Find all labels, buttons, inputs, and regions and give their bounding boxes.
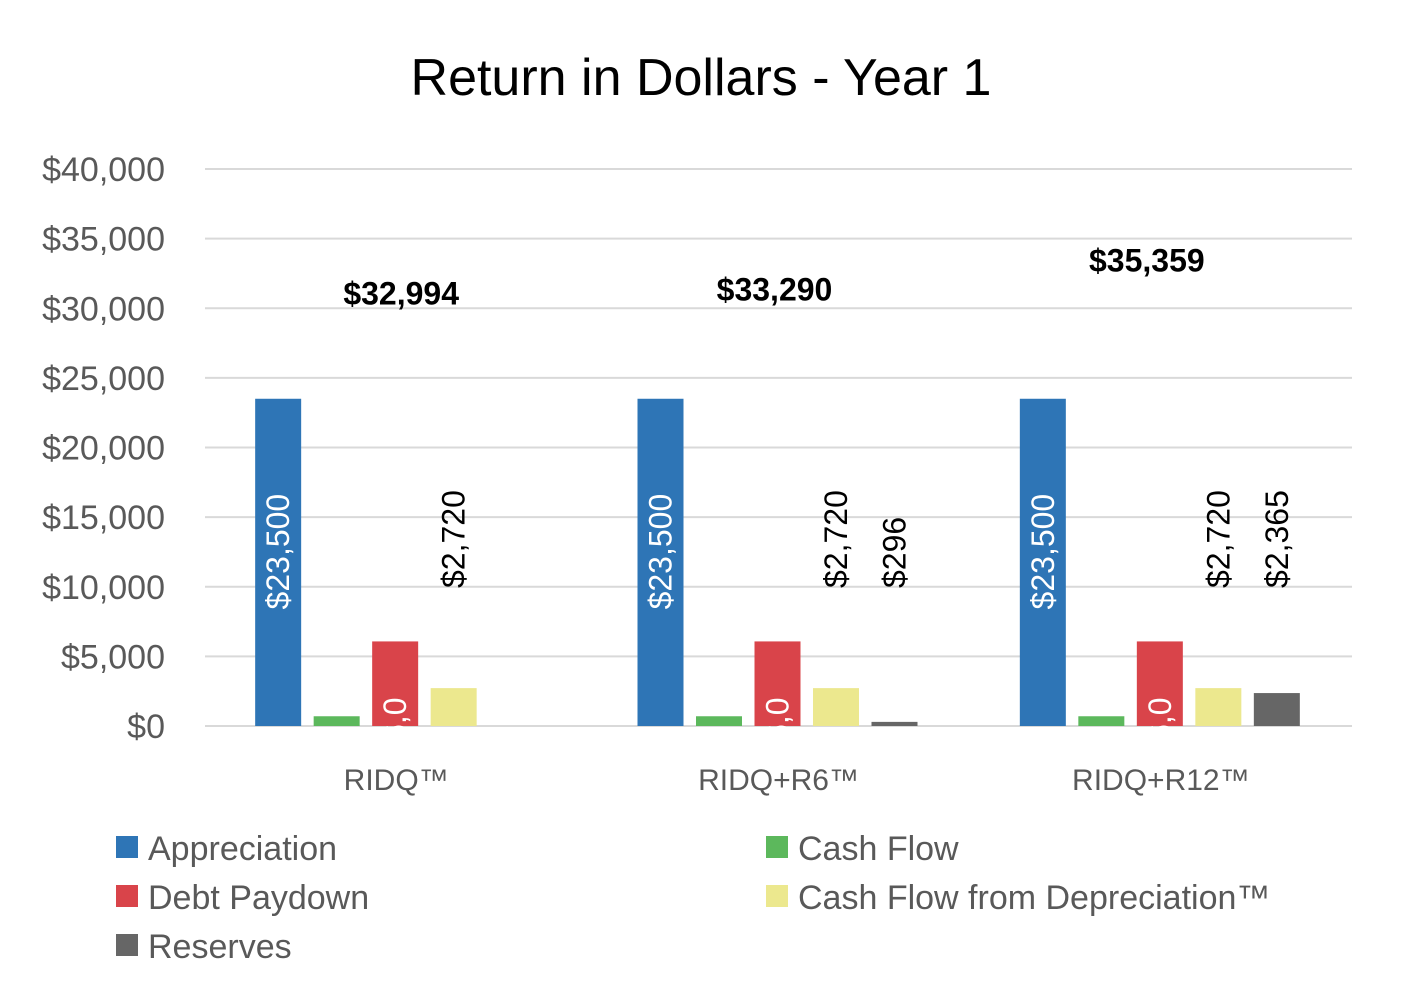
y-tick-label: $40,000 (42, 151, 165, 189)
data-label: $23,500 (1025, 494, 1061, 610)
bar (871, 721, 918, 726)
bar (1019, 398, 1066, 726)
legend-label: Debt Paydown (148, 879, 369, 917)
category-total: $33,290 (717, 271, 833, 307)
bar (637, 398, 684, 726)
category-total: $32,994 (343, 276, 459, 312)
category-total: $35,359 (1089, 243, 1205, 279)
y-tick-label: $35,000 (42, 221, 165, 259)
chart-title: Return in Dollars - Year 1 (411, 49, 992, 107)
bar (255, 398, 302, 726)
bar (813, 688, 859, 726)
data-labels: $23,500 $6,0 $2,720 $23,500 $6,0 $2,720 $296 $2… (260, 490, 1295, 760)
legend-swatch (766, 885, 788, 907)
data-label: $6,0 (760, 697, 796, 759)
x-axis-categories: RIDQ™ RIDQ+R6™ RIDQ+R12™ (344, 764, 1250, 797)
y-tick-label: $5,000 (61, 638, 165, 676)
y-tick-label: $20,000 (42, 430, 165, 468)
data-label: $2,720 (818, 490, 854, 588)
legend-label: Cash Flow from Depreciation™ (798, 879, 1270, 917)
category-label: RIDQ+R6™ (698, 764, 859, 797)
bar (372, 641, 419, 726)
data-label: $2,720 (1200, 490, 1236, 588)
category-totals: $32,994 $33,290 $35,359 (343, 243, 1204, 312)
bar (1136, 641, 1183, 726)
data-label: $296 (877, 517, 913, 588)
legend-swatch (116, 885, 138, 907)
data-label: $2,365 (1259, 490, 1295, 588)
legend-swatch (116, 836, 138, 858)
legend-swatch (116, 934, 138, 956)
bars (255, 398, 1300, 726)
y-tick-label: $25,000 (42, 360, 165, 398)
legend-label: Cash Flow (798, 830, 959, 868)
data-label: $6,0 (1142, 697, 1178, 759)
data-label: $23,500 (260, 494, 296, 610)
category-label: RIDQ+R12™ (1072, 764, 1250, 797)
y-tick-label: $0 (127, 708, 165, 746)
y-tick-label: $30,000 (42, 290, 165, 328)
bar (1078, 716, 1125, 726)
bar (754, 641, 801, 726)
category-label: RIDQ™ (344, 764, 449, 797)
data-label: $6,0 (377, 697, 413, 759)
y-axis-ticks: $0 $5,000 $10,000 $15,000 $20,000 $25,000 $30,… (42, 151, 165, 746)
bar (313, 716, 360, 726)
data-label: $2,720 (436, 490, 472, 588)
legend-label: Reserves (148, 928, 292, 966)
bar (1195, 688, 1242, 726)
y-tick-label: $10,000 (42, 569, 165, 607)
bar (1253, 693, 1300, 726)
legend-swatch (766, 836, 788, 858)
legend-label: Appreciation (148, 830, 337, 868)
y-tick-label: $15,000 (42, 499, 165, 537)
bar (430, 688, 477, 726)
legend: Appreciation Cash Flow Debt Paydown Cash Fl… (116, 830, 1270, 966)
bar (696, 716, 742, 726)
data-label: $23,500 (643, 494, 679, 610)
